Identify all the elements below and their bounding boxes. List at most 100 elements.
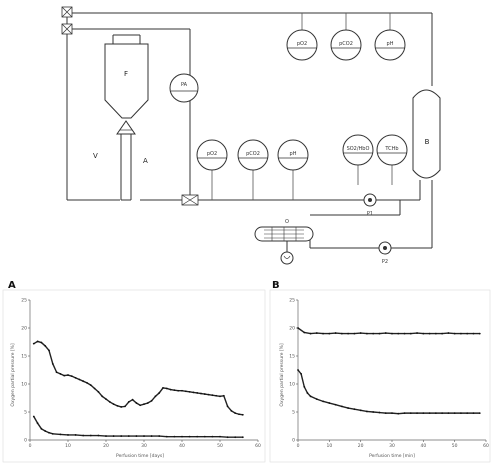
series-2-point — [397, 412, 400, 415]
series-2-point — [434, 412, 437, 415]
series-1-point — [322, 332, 324, 335]
series-2-point — [359, 409, 362, 412]
reservoir-vessel: F — [104, 34, 149, 119]
series-1-point — [211, 394, 214, 397]
series-2-point — [120, 435, 123, 437]
series-1-point — [165, 387, 168, 390]
series-2-point — [453, 412, 456, 415]
series-2-point — [409, 412, 412, 415]
heat-exchanger-label: O — [285, 219, 289, 225]
series-1-point — [403, 332, 406, 335]
series-1-point — [200, 392, 202, 395]
organ-holder — [116, 120, 136, 201]
series-2-point — [173, 435, 176, 438]
right-tchb-label: TCHb — [384, 146, 398, 152]
series-1-point — [162, 387, 164, 389]
x-tick-label: 60 — [255, 443, 261, 449]
series-2-point — [112, 435, 115, 437]
series-1-point — [219, 395, 221, 398]
chart-b-ylabel: Oxygen partial pressure [%] — [279, 343, 285, 407]
series-1-point — [397, 332, 400, 335]
x-tick-label: 30 — [141, 443, 147, 449]
valve-bottom-icon — [181, 194, 199, 206]
series-1-point — [334, 332, 337, 334]
pump-p1-label: P1 — [367, 211, 373, 217]
series-2-point — [181, 435, 183, 438]
series-1-point — [135, 402, 138, 404]
series-2-point — [234, 436, 237, 439]
series-2-point — [127, 435, 130, 437]
x-tick-label: 10 — [65, 443, 71, 449]
y-tick-label: 0 — [24, 438, 27, 444]
y-tick-label: 25 — [289, 298, 295, 304]
y-tick-label: 0 — [292, 438, 295, 444]
series-1-point — [177, 389, 180, 392]
mid-ph-label: pH — [290, 151, 297, 157]
series-1-point — [466, 332, 469, 335]
series-1-point — [428, 332, 431, 335]
oxygenator: B — [412, 89, 441, 179]
series-2-point — [391, 412, 393, 415]
chart-b: Oxygen partial pressure [%] Perfusion ti… — [269, 289, 491, 463]
series-1-point — [460, 332, 462, 335]
chart-b-frame — [269, 289, 491, 463]
series-1-point — [70, 375, 73, 378]
pump-p2-icon: P2 — [378, 241, 392, 265]
series-2-point — [188, 435, 191, 438]
series-1-point — [44, 345, 47, 347]
series-1-point — [40, 341, 43, 344]
x-tick-label: 40 — [420, 443, 426, 449]
series-1-point — [347, 332, 350, 335]
y-tick-label: 10 — [289, 382, 295, 388]
oxygenator-label: B — [425, 138, 430, 146]
y-tick-label: 10 — [21, 382, 27, 388]
series-1-point — [59, 373, 62, 375]
series-2-point — [340, 405, 343, 408]
series-1-point — [359, 332, 362, 334]
series-1-point — [124, 405, 126, 408]
series-1-point — [184, 390, 187, 393]
series-2-point — [466, 412, 469, 415]
series-1-point — [154, 395, 157, 398]
series-1-point — [67, 374, 69, 376]
series-1-point — [207, 393, 210, 396]
series-1-point — [328, 332, 331, 335]
series-2-point — [241, 436, 244, 439]
series-2-point — [353, 408, 356, 411]
series-1-point — [139, 404, 142, 407]
series-1-point — [234, 412, 237, 415]
chart-b-xlabel: Perfusion time [min] — [369, 453, 415, 459]
series-1-point — [63, 374, 66, 377]
series-1-point — [131, 398, 134, 401]
series-1-point — [116, 404, 119, 407]
series-1-point — [112, 403, 115, 406]
series-1-point — [143, 403, 145, 406]
x-tick-label: 0 — [29, 443, 32, 449]
series-2-point — [82, 434, 85, 437]
series-1-point — [215, 394, 218, 397]
series-2-point — [334, 403, 337, 406]
series-1-point — [93, 387, 96, 390]
pressure-gauge-label: PA — [181, 82, 188, 88]
series-2-point — [306, 392, 309, 394]
series-2-point — [36, 422, 39, 425]
series-1-point — [472, 332, 475, 335]
series-2-point — [328, 402, 331, 404]
series-1-point — [196, 392, 199, 394]
series-1-point — [127, 401, 130, 403]
heat-exchanger: O — [254, 219, 314, 265]
series-1-point — [372, 332, 375, 335]
series-2-point — [322, 400, 324, 403]
series-2-point — [297, 369, 299, 371]
x-tick-label: 0 — [297, 443, 300, 449]
valve-top-icon — [61, 6, 73, 18]
series-2-point — [428, 412, 431, 415]
series-1-point — [97, 390, 100, 393]
right-so2-label: SO2/HbO — [347, 146, 370, 152]
series-1-point — [82, 380, 85, 383]
panel-b-label: B — [272, 280, 280, 291]
top-pco2-label: pCO2 — [339, 41, 353, 47]
y-tick-label: 5 — [292, 410, 295, 416]
series-2-point — [74, 434, 77, 436]
series-1-point — [422, 332, 425, 335]
